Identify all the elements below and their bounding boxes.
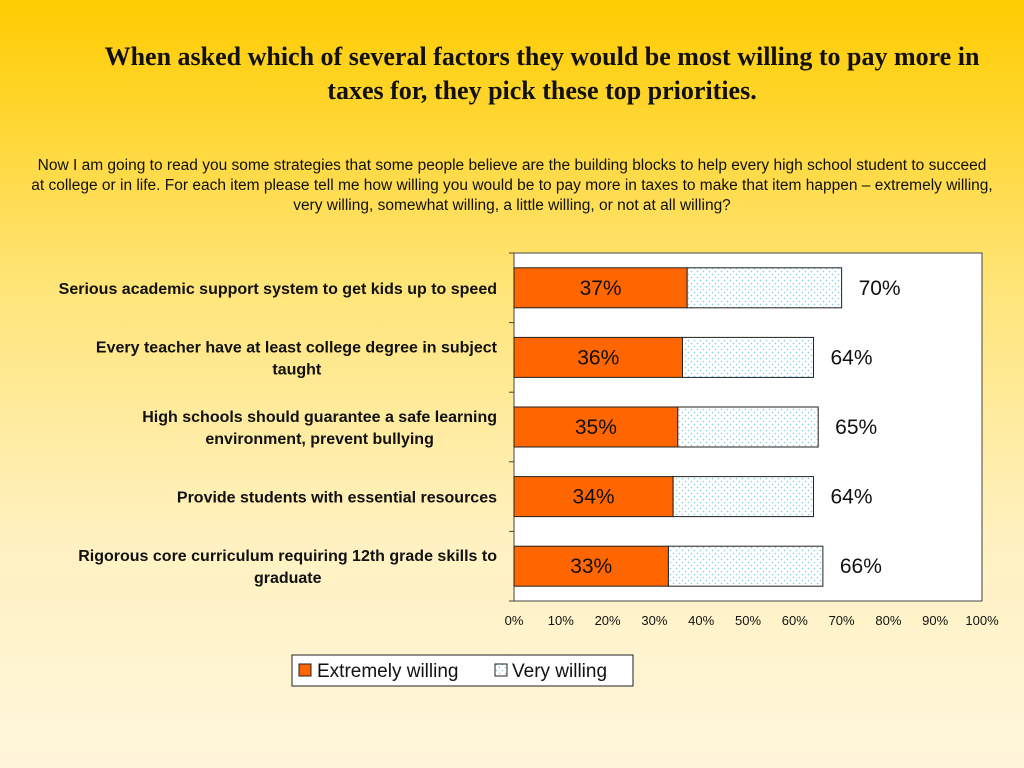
data-label-extremely-willing: 34% [573,486,615,509]
x-axis-tick-label: 50% [735,613,761,628]
x-axis-tick-label: 10% [548,613,574,628]
survey-question-text: Now I am going to read you some strategi… [31,157,993,214]
x-axis-tick-label: 20% [595,613,621,628]
bar-extremely-willing [513,545,669,587]
bar-extremely-willing [513,336,683,378]
data-label-total: 64% [831,346,873,369]
bar-very-willing [686,267,843,309]
legend-label-very-willing: Very willing [512,661,607,682]
category-label: environment, prevent bullying [205,431,433,448]
data-label-extremely-willing: 37% [580,277,622,300]
bar-very-willing [672,476,815,518]
category-label: Serious academic support system to get k… [59,281,497,298]
category-label: Every teacher have at least college degr… [96,339,498,356]
x-axis-tick-label: 100% [965,613,999,628]
x-axis-tick-label: 80% [875,613,901,628]
category-label: Provide students with essential resource… [177,490,497,507]
x-axis-tick-label: 60% [782,613,808,628]
x-axis-tick-label: 40% [688,613,714,628]
category-label: taught [272,361,322,378]
legend [291,654,634,687]
legend-swatch-very-willing [494,663,508,677]
legend-swatch-extremely-willing [298,663,312,677]
data-label-total: 70% [859,277,901,300]
category-label: High schools should guarantee a safe lea… [142,409,497,426]
chart-title: When asked which of several factors they… [104,42,980,105]
bar-very-willing [677,406,819,448]
category-label: graduate [254,570,322,587]
data-label-total: 66% [840,555,882,578]
legend-label-extremely-willing: Extremely willing [317,661,458,682]
data-label-total: 64% [831,486,873,509]
data-label-extremely-willing: 36% [577,346,619,369]
x-axis-tick-label: 30% [641,613,667,628]
data-label-total: 65% [835,416,877,439]
x-axis-tick-label: 90% [922,613,948,628]
data-label-extremely-willing: 33% [570,555,612,578]
bar-very-willing [681,336,815,378]
bar-very-willing [667,545,824,587]
x-axis-tick-label: 0% [505,613,524,628]
x-axis-tick-label: 70% [829,613,855,628]
data-label-extremely-willing: 35% [575,416,617,439]
category-label: Rigorous core curriculum requiring 12th … [78,548,497,565]
bar-extremely-willing [513,267,688,309]
